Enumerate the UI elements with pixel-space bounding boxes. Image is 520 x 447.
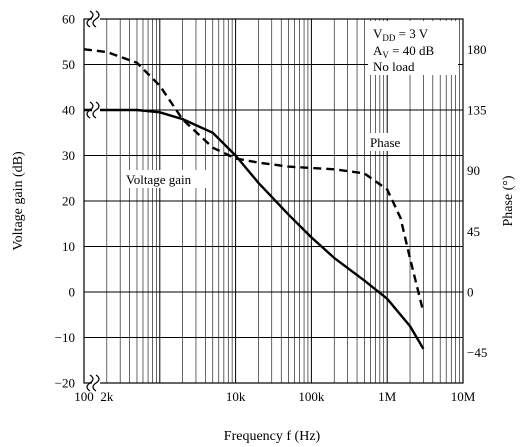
y2-tick-label: 45 [467,224,480,239]
y-tick-label: 10 [62,239,75,254]
y2-tick-label: 90 [467,163,480,178]
conditions-box: VDD = 3 V AV = 40 dB No load [368,21,458,75]
y2-tick-label: 0 [467,285,474,300]
axis-break-marks [86,10,100,392]
axis-break-mark [86,10,100,28]
y-tick-label: 30 [62,148,75,163]
y2-tick-label: 135 [467,103,487,118]
y2-tick-label: −45 [467,345,487,360]
voltage-gain-label-background [122,170,212,188]
y-tick-label: 20 [62,194,75,209]
y-tick-label: −20 [55,376,75,391]
condition-av: AV = 40 dB [373,43,434,60]
series-layer [83,48,425,350]
condition-load: No load [373,59,415,74]
conditions-background [368,21,458,75]
y2-tick-label: 180 [467,42,487,57]
x-tick-label: 10M [451,389,476,404]
x-axis-label: Frequency f (Hz) [224,429,321,444]
axis-break-mark [86,101,100,119]
plot-frame [83,18,464,384]
x-tick-label: 100k [298,389,325,404]
x-tick-label: 2k [100,389,114,404]
x-tick-label: 10k [226,389,246,404]
y-tick-label: 40 [62,103,75,118]
phase-series-label: Phase [370,135,401,150]
y-axis-label: Voltage gain (dB) [11,151,26,251]
y2-axis-label: Phase (°) [501,175,516,226]
grid [84,19,463,383]
condition-vdd: VDD = 3 V [373,26,429,43]
x-tick-label: 100 [74,389,94,404]
x-tick-label: 1M [378,389,397,404]
y-tick-label: −10 [55,330,75,345]
y-tick-label: 60 [62,12,75,27]
y-tick-label: 0 [69,285,76,300]
phase-series-line [83,48,425,313]
y-tick-label: 50 [62,57,75,72]
axis-break-mark [86,374,100,392]
voltage-gain-series-line [84,108,425,350]
phase-label-background [367,133,409,151]
voltage-gain-series-label: Voltage gain [126,172,192,187]
